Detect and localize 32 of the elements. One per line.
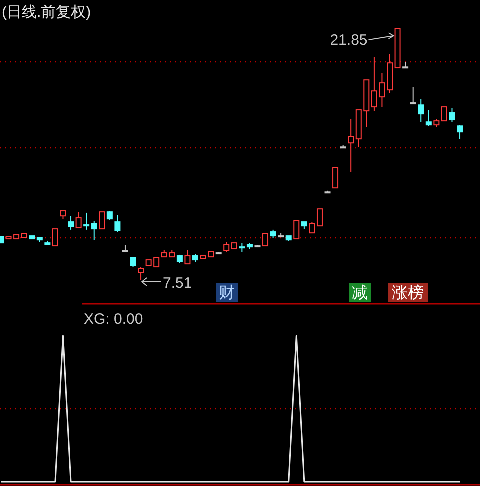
candlestick — [52, 228, 58, 247]
text: 财 — [219, 284, 235, 302]
candlestick — [84, 212, 90, 230]
candlestick — [184, 250, 191, 265]
candlestick — [457, 124, 464, 140]
candlestick — [441, 106, 448, 122]
candlestick — [130, 257, 136, 268]
candlestick — [91, 220, 98, 241]
candlestick — [138, 266, 144, 280]
candlestick — [402, 62, 409, 69]
candlestick — [224, 242, 230, 252]
candlestick — [418, 98, 424, 123]
chart-title: (日线.前复权) — [2, 4, 92, 21]
candlestick — [449, 108, 456, 123]
candlestick — [309, 222, 316, 234]
annotation: 7.51 — [163, 275, 192, 292]
candlestick — [332, 167, 339, 189]
candlestick — [68, 216, 74, 230]
candlestick — [76, 212, 82, 229]
candlestick — [114, 214, 121, 233]
candlestick — [99, 212, 106, 230]
text: 涨榜 — [392, 284, 424, 302]
annotation: 21.85 — [330, 32, 368, 49]
chart-title: XG: 0.00 — [84, 311, 144, 328]
text: 减 — [352, 284, 368, 302]
candlestick — [348, 118, 354, 173]
candlestick — [294, 220, 300, 240]
candlestick — [122, 244, 128, 252]
candlestick — [316, 208, 323, 227]
candlestick — [426, 110, 432, 127]
candlestick — [410, 86, 416, 105]
candlestick — [262, 233, 269, 247]
